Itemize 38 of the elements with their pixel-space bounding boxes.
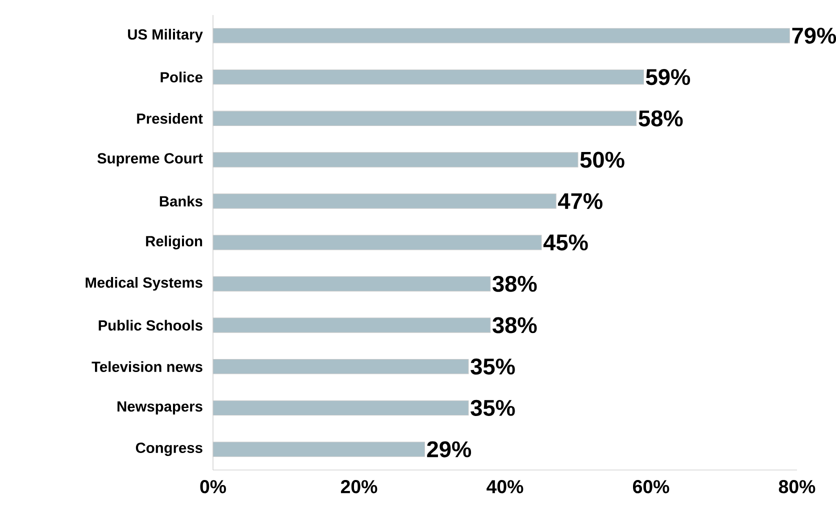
data-label: 35% [470,400,515,416]
data-label: 35% [470,358,515,375]
data-label: 47% [558,193,602,210]
data-label: 50% [580,152,624,168]
y-tick-label: President [137,113,203,124]
bar [212,442,425,457]
data-label: 79% [792,28,836,44]
y-tick-label: Public Schools [98,320,202,331]
y-tick-label: Medical Systems [86,277,202,291]
bar [212,276,491,292]
x-tick-label: 60% [633,480,670,494]
data-label: 45% [543,234,588,250]
x-tick-label: 40% [486,480,524,494]
bar [212,234,542,250]
data-label: 29% [427,441,472,458]
x-tick-label: 0% [200,480,226,494]
y-tick-label: Supreme Court [97,153,203,166]
x-tick-label: 80% [778,480,816,494]
y-tick-label: Newspapers [118,401,202,415]
y-tick-label: Congress [136,442,202,456]
bar [212,152,578,168]
bar [212,110,637,126]
y-tick-label: US Military [128,28,203,43]
bar [212,400,469,416]
data-label: 59% [646,69,690,86]
x-tick-label: 20% [340,480,378,494]
y-tick-label: Banks [160,196,202,207]
bar [212,318,491,333]
data-label: 38% [492,276,537,292]
bar [212,69,644,85]
data-label: 38% [492,317,537,334]
bar [212,28,790,44]
y-tick-label: Religion [146,236,202,250]
y-tick-label: Police [160,72,202,82]
data-label: 58% [638,110,683,126]
bar [212,358,469,374]
bar [212,194,556,209]
y-tick-label: Television news [92,361,202,372]
